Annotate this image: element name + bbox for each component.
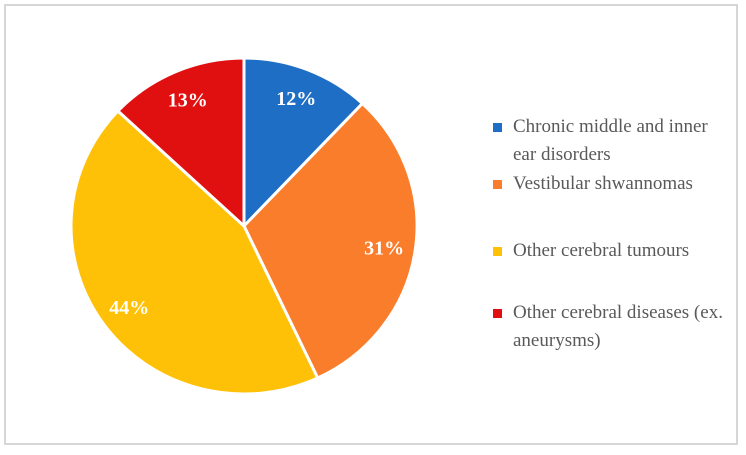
legend-label: Other cerebral tumours <box>513 240 690 261</box>
legend-item-1: Chronic middle and inner ear disorders <box>493 113 735 169</box>
legend-swatch-icon <box>493 309 502 318</box>
legend-label: Chronic middle and inner ear disorders <box>513 116 708 165</box>
pie-slice-2 <box>242 102 419 380</box>
legend-label: Other cerebral diseases (ex. aneurysms) <box>513 302 723 351</box>
legend: Chronic middle and inner ear disorders Ve… <box>493 0 733 455</box>
legend-swatch-icon <box>493 123 502 132</box>
legend-item-3: Other cerebral tumours <box>493 237 735 265</box>
legend-label: Vestibular shwannomas <box>513 173 693 194</box>
pie-slice-4 <box>116 56 246 228</box>
legend-item-2: Vestibular shwannomas <box>493 170 735 198</box>
pie-slice-label-4: 13% <box>168 90 208 112</box>
legend-swatch-icon <box>493 180 502 189</box>
pie-slice-label-3: 44% <box>109 297 149 319</box>
pie-slice-3 <box>69 109 320 396</box>
legend-item-4: Other cerebral diseases (ex. aneurysms) <box>493 299 735 355</box>
pie-slice-1 <box>242 56 364 228</box>
legend-swatch-icon <box>493 247 502 256</box>
pie-slice-label-2: 31% <box>364 238 404 260</box>
pie-slice-label-1: 12% <box>276 88 316 110</box>
